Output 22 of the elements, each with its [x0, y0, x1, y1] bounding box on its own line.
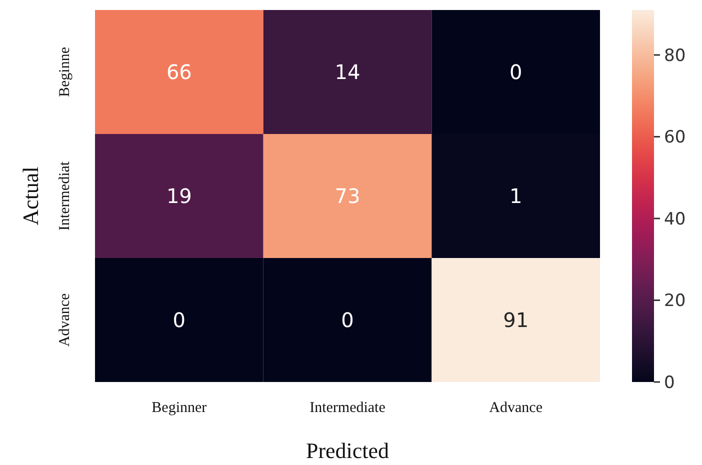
data-label: 0	[509, 60, 522, 84]
color-bar-label: 0	[664, 372, 675, 393]
data-label: 14	[334, 60, 360, 84]
x-tick-label: Beginner	[152, 400, 207, 416]
y-tick-label: Advance	[57, 293, 73, 347]
x-axis-title: Predicted	[306, 438, 390, 463]
data-label: 19	[166, 184, 192, 208]
data-label: 0	[172, 308, 186, 332]
data-label: 1	[509, 184, 522, 208]
y-axis-title: Actual	[18, 166, 43, 226]
color-bar-label: 40	[664, 209, 686, 230]
color-bar-label: 60	[664, 128, 686, 148]
color-bar-label: 20	[664, 291, 686, 312]
x-tick-label: Intermediate	[310, 400, 386, 416]
data-label: 0	[341, 308, 354, 332]
data-label: 91	[503, 308, 529, 332]
data-label: 66	[166, 60, 192, 84]
y-tick-label: Intermediat	[57, 160, 73, 231]
y-tick-label: Beginne	[57, 46, 73, 97]
x-tick-label: Advance	[489, 400, 543, 416]
color-bar-label: 80	[664, 46, 686, 66]
data-label: 73	[334, 184, 360, 208]
